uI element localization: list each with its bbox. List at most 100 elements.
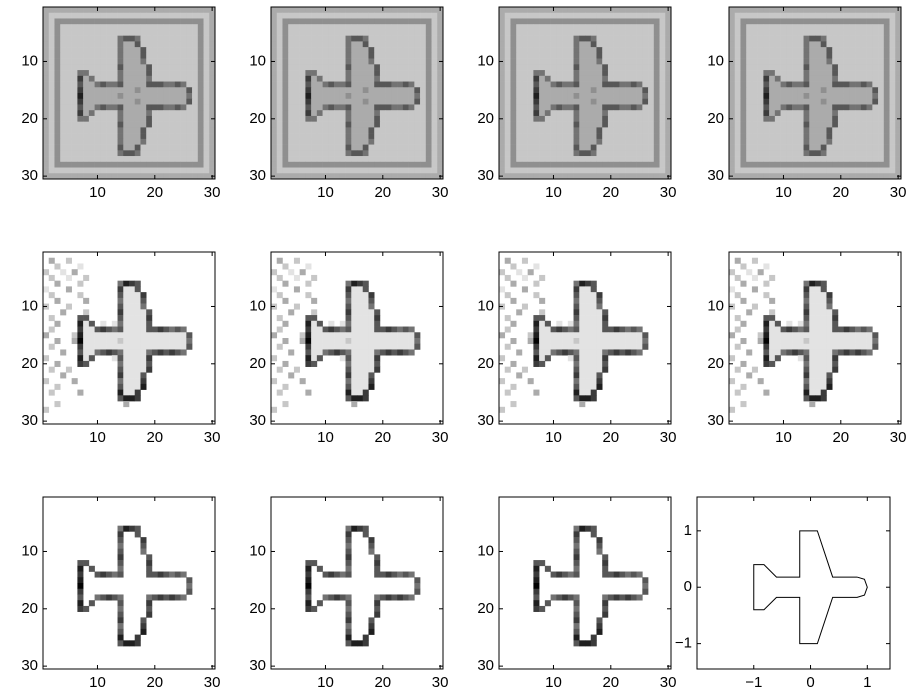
cell (186, 583, 193, 590)
cell (339, 70, 346, 77)
cell (832, 309, 839, 316)
cell (757, 332, 764, 339)
cell (826, 173, 833, 180)
cell (533, 583, 540, 590)
cell (734, 343, 741, 350)
cell (521, 75, 528, 82)
cell (48, 24, 55, 31)
cell (293, 366, 300, 373)
cell (510, 29, 517, 36)
cell (630, 173, 637, 180)
cell (579, 58, 586, 65)
cell (579, 12, 586, 19)
cell (809, 360, 816, 367)
cell (420, 156, 427, 163)
cell (420, 64, 427, 71)
cell (94, 12, 101, 19)
cell (134, 173, 141, 180)
cell (151, 133, 158, 140)
cell (550, 349, 557, 356)
cell (134, 332, 141, 339)
cell (820, 24, 827, 31)
cell (43, 98, 50, 105)
cell (334, 81, 341, 88)
cell (533, 127, 540, 134)
cell (357, 150, 364, 157)
cell (653, 173, 660, 180)
cell (550, 332, 557, 339)
cell (872, 161, 879, 168)
cell (71, 121, 78, 128)
cell (653, 75, 660, 82)
cell (431, 173, 438, 180)
cell (860, 98, 867, 105)
cell (151, 52, 158, 59)
cell (385, 93, 392, 100)
cell (322, 41, 329, 48)
cell (653, 93, 660, 100)
cell (751, 7, 758, 14)
cell (368, 98, 375, 105)
cell (271, 406, 278, 413)
cell (94, 343, 101, 350)
cell (550, 343, 557, 350)
cell (504, 29, 511, 36)
cell (414, 81, 421, 88)
cell (734, 41, 741, 48)
cell (106, 47, 113, 54)
cell (282, 263, 289, 270)
cell (146, 110, 153, 117)
cell (625, 338, 632, 345)
cell (562, 24, 569, 31)
cell (889, 115, 896, 122)
cell (385, 127, 392, 134)
cell (613, 64, 620, 71)
cell (746, 64, 753, 71)
cell (420, 104, 427, 111)
cell (134, 531, 141, 538)
cell (362, 372, 369, 379)
cell (585, 35, 592, 42)
cell (740, 81, 747, 88)
cell (345, 156, 352, 163)
cell (630, 18, 637, 25)
cell (397, 104, 404, 111)
cell (288, 98, 295, 105)
cell (65, 104, 72, 111)
cell (77, 127, 84, 134)
cell (729, 144, 736, 151)
cell (163, 326, 170, 333)
y-tick-label: 10 (249, 297, 266, 314)
cell (60, 35, 67, 42)
cell (866, 75, 873, 82)
cell (544, 320, 551, 327)
cell (60, 7, 67, 14)
cell (169, 35, 176, 42)
cell (533, 315, 540, 322)
cell (151, 343, 158, 350)
cell (585, 355, 592, 362)
cell (544, 127, 551, 134)
cell (311, 35, 318, 42)
cell (299, 161, 306, 168)
cell (579, 389, 586, 396)
cell (820, 320, 827, 327)
cell (780, 156, 787, 163)
x-tick-label: 30 (432, 674, 449, 691)
cell (94, 138, 101, 145)
cell (556, 115, 563, 122)
cell (803, 366, 810, 373)
cell (878, 24, 885, 31)
cell (567, 355, 574, 362)
cell (729, 104, 736, 111)
cell (516, 161, 523, 168)
cell (357, 24, 364, 31)
cell (533, 104, 540, 111)
cell (820, 383, 827, 390)
axes-box (498, 251, 672, 425)
cell (186, 75, 193, 82)
cell (134, 47, 141, 54)
cell (305, 263, 312, 270)
cell (866, 173, 873, 180)
cell (83, 18, 90, 25)
